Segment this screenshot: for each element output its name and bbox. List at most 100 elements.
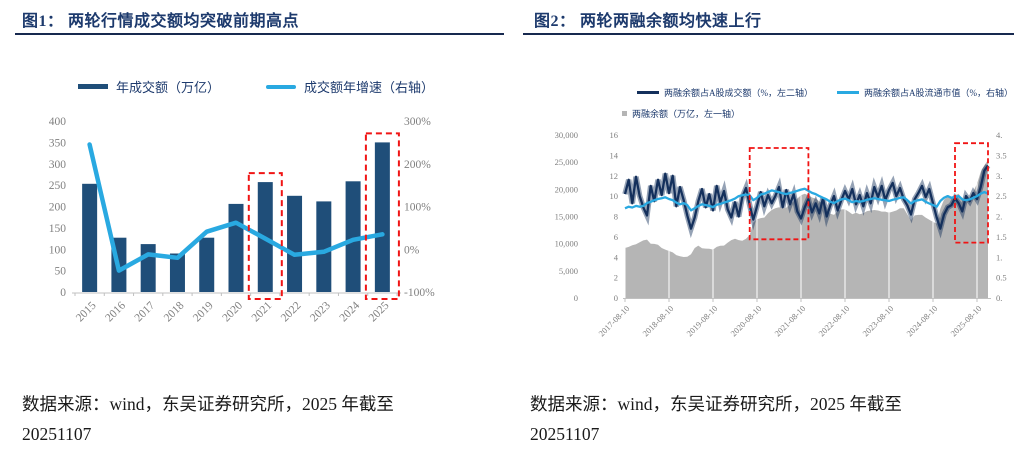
x-axis-tick: 2023 [308,299,333,324]
bar-2017 [140,244,156,292]
left-axis-tick: 50 [55,266,67,278]
area-swatch-icon [622,111,627,116]
legend-label-pct-mktcap: 两融余额占A股流通市值（%，右轴） [864,88,1013,98]
x-axis-tick: 2021-08-10 [772,303,807,338]
x-axis-tick: 2023-08-10 [860,303,895,338]
bar-2019 [199,237,215,292]
left1-axis-tick: 15,000 [555,212,578,222]
x-axis-tick: 2021 [250,299,275,324]
right-axis-tick: 4. [996,130,1002,140]
light-line-swatch-icon [837,91,859,94]
bar-2024 [345,181,361,292]
bar-2015 [82,183,98,292]
left-axis-tick: 300 [49,159,67,171]
bar-2018 [169,253,185,292]
right-axis-tick: 200% [404,159,431,171]
left1-axis-tick: 25,000 [555,157,578,167]
bar-2020 [228,203,244,292]
x-axis-tick: 2020-08-10 [728,303,763,338]
left-axis-tick: 150 [49,223,67,235]
x-axis-tick: 2019-08-10 [684,303,719,338]
x-axis-tick: 2019 [191,299,216,324]
x-axis-tick: 2025 [367,299,392,324]
right-axis-tick: 0. [996,293,1002,303]
highlight-box-2 [954,142,989,244]
right-axis-tick: 300% [404,116,431,128]
legend-label-pct-turnover: 两融余额占A股成交额（%，左二轴） [664,88,813,98]
figure1-legend: 年成交额（万亿） 成交额年增速（右轴） [30,77,482,96]
left-axis-tick: 100 [49,244,67,256]
figure1-panel: 图1： 两轮行情成交额均突破前期高点 年成交额（万亿） 成交额年增速（右轴） 0… [15,13,504,449]
right-axis-tick: 3. [996,171,1002,181]
line-swatch-icon [266,84,296,89]
left2-axis-tick: 10 [610,191,619,201]
left-axis-tick: 250 [49,180,67,192]
figure2-source: 数据来源：wind，东吴证券研究所，2025 年截至 20251107 [530,389,902,449]
figure2-chart: 2017-08-10 2018-08-10 2019-08-10 2020-08-10… [555,130,1007,338]
right-axis-tick: 2.5 [996,191,1007,201]
x-axis-tick: 2022 [279,299,304,324]
x-axis-tick: 2025-08-10 [948,303,983,338]
left-axis-tick: 350 [49,137,67,149]
bar-2025 [374,142,390,292]
x-axis-tick: 2016 [103,299,128,324]
legend-label-turnover: 年成交额（万亿） [115,80,220,95]
right-axis-tick: 2. [996,212,1002,222]
highlight-box-1 [748,147,810,241]
legend-item-pct-turnover: 两融余额占A股成交额（%，左二轴） [637,86,813,99]
left2-axis-tick: 16 [610,130,619,140]
left2-axis-tick: 4 [614,252,619,262]
legend-item-pct-mktcap: 两融余额占A股流通市值（%，右轴） [837,86,1013,99]
figure2-source-line1: 数据来源：wind，东吴证券研究所，2025 年截至 [530,394,902,414]
right-axis-tick: 3.5 [996,150,1007,160]
x-axis-tick: 2024-08-10 [904,303,939,338]
right-axis-tick: 0.5 [996,273,1007,283]
dark-line-swatch-icon [637,91,659,94]
left2-axis-tick: 14 [610,150,619,160]
left-axis-tick: 200 [49,202,67,214]
growth-line [87,142,385,273]
x-axis-tick: 2022-08-10 [816,303,851,338]
figure1-source-line2: 20251107 [22,424,92,444]
figure2-title: 图2： 两轮两融余额均快速上行 [534,13,762,30]
left2-axis-tick: 8 [614,212,618,222]
legend-item-margin-balance: 两融余额（万亿，左一轴） [622,107,740,120]
bar-2022 [287,195,303,292]
left1-axis-tick: 20,000 [555,184,578,194]
figure2-legend-row1: 两融余额占A股成交额（%，左二轴） 两融余额占A股流通市值（%，右轴） [637,86,1020,99]
pct-turnover-line [623,164,989,230]
left2-axis-tick: 12 [610,171,619,181]
x-axis-tick: 2018 [162,299,187,324]
figure2-legend: 两融余额占A股成交额（%，左二轴） 两融余额占A股流通市值（%，右轴） 两融余额… [622,86,1020,128]
right-axis-tick: 1. [996,252,1002,262]
highlight-box-2025 [364,132,400,300]
pct-mktcap-line [624,187,989,212]
x-axis-tick: 2024 [337,299,362,324]
left-axis-tick: 400 [49,116,67,128]
x-axis-tick: 2017-08-10 [596,303,631,338]
figure2-source-line2: 20251107 [530,424,600,444]
legend-item-growth: 成交额年增速（右轴） [266,77,434,96]
figure1-chart: 0 50 100 150 200 250 300 350 400 -100% 0% 100% 200% 3… [49,116,435,324]
right-axis-tick: 1.5 [996,232,1007,242]
x-axis-tick: 2020 [220,299,245,324]
figure2-panel: 图2： 两轮两融余额均快速上行 两融余额占A股成交额（%，左二轴） 两融余额占A… [512,0,1024,453]
margin-balance-area [625,160,988,298]
bar-2023 [316,201,332,292]
right-axis-tick: -100% [404,287,435,299]
left1-axis-tick: 10,000 [555,239,578,249]
right-axis-tick: 0% [404,244,420,256]
figure1-source: 数据来源：wind，东吴证券研究所，2025 年截至 20251107 [22,389,394,449]
left2-axis-tick: 6 [614,232,618,242]
left1-axis-tick: 0 [574,293,578,303]
left2-axis-tick: 2 [614,273,618,283]
highlight-box-2021 [247,172,283,301]
figure2-title-rule [523,33,1014,35]
x-axis-tick: 2015 [74,299,99,324]
figure1-source-line1: 数据来源：wind，东吴证券研究所，2025 年截至 [22,394,394,414]
left2-axis-tick: 0 [614,293,618,303]
legend-item-turnover: 年成交额（万亿） [77,77,220,96]
left1-axis-tick: 30,000 [555,130,578,140]
bar-swatch-icon [77,84,108,89]
left1-axis-tick: 5,000 [559,266,578,276]
